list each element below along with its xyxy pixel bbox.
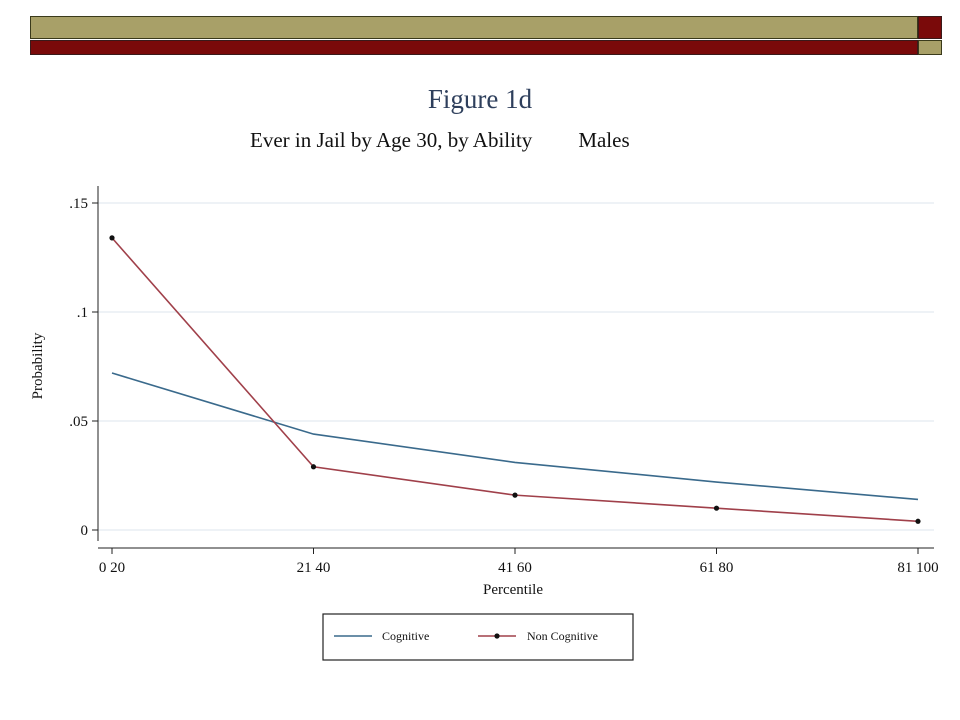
header-banner — [30, 16, 942, 55]
banner-maroon-square — [918, 16, 942, 39]
slide-title: Figure 1d — [427, 84, 533, 114]
data-point — [512, 492, 518, 498]
chart-legend: Cognitive Non Cognitive — [322, 613, 634, 661]
subtitle-text: Ever in Jail by Age 30, by Ability — [250, 128, 533, 152]
x-tick-label: 41 60 — [498, 560, 532, 576]
y-tick-label: 0 — [81, 523, 89, 539]
legend-box — [322, 613, 634, 661]
series-line — [111, 372, 919, 501]
y-tick-label: .15 — [69, 196, 88, 212]
legend-label: Non Cognitive — [527, 629, 598, 643]
data-point — [310, 464, 317, 470]
legend-marker — [494, 633, 500, 639]
y-axis-title: Probability — [30, 332, 46, 399]
banner-maroon-bar — [30, 40, 918, 55]
subtitle-group: Males — [578, 128, 630, 152]
chart-gridlines — [98, 202, 934, 531]
x-tick-label: 21 40 — [297, 560, 331, 576]
series-line — [111, 237, 919, 523]
chart-series — [109, 235, 921, 524]
x-tick-label: 61 80 — [700, 560, 734, 576]
banner-olive-bar — [30, 16, 918, 39]
y-tick-label: .1 — [77, 305, 88, 321]
chart-axes: 0 .05 .1 .15 0 20 21 40 41 60 61 80 81 100 — [69, 186, 939, 576]
x-axis-title: Percentile — [483, 582, 543, 598]
x-tick-label: 81 100 — [897, 560, 938, 576]
x-tick-label: 0 20 — [99, 560, 125, 576]
data-point — [109, 235, 115, 241]
data-point — [915, 518, 921, 524]
y-tick-label: .05 — [69, 414, 88, 430]
data-point — [713, 505, 720, 511]
banner-olive-square — [918, 40, 942, 55]
legend-label: Cognitive — [382, 629, 429, 643]
chart-subtitle: Ever in Jail by Age 30, by Ability Males — [250, 128, 630, 153]
